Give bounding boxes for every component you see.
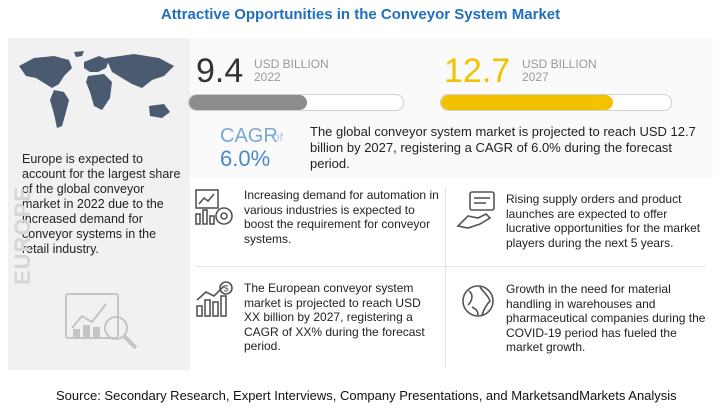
bar-2027-fill <box>441 95 613 110</box>
analytics-magnifier-icon <box>65 293 138 350</box>
unit-2027: USD BILLION 2027 <box>522 58 597 84</box>
supply-orders-icon <box>456 191 495 229</box>
bar-2027-track <box>440 94 672 111</box>
year-2022-label: 2022 <box>254 70 281 84</box>
market-description: The global conveyor system market is pro… <box>310 124 696 171</box>
chart-title: Attractive Opportunities in the Conveyor… <box>160 6 561 23</box>
europe-description: Europe is expected to account for the la… <box>22 152 181 256</box>
europe-vertical-label: EUROPE <box>10 186 35 285</box>
globe-icon <box>462 285 494 317</box>
year-2027-label: 2027 <box>522 70 549 84</box>
svg-text:$: $ <box>224 284 229 294</box>
cagr-value: 6.0% <box>220 146 271 171</box>
cagr-label: CAGR <box>220 125 278 147</box>
bar-2022-track <box>188 94 404 111</box>
vertical-divider <box>445 188 446 368</box>
source-note: Source: Secondary Research, Expert Inter… <box>56 388 677 403</box>
bar-2022-fill <box>189 95 308 110</box>
dollar-growth-chart-icon: $ <box>196 281 233 317</box>
automation-chart-icon <box>195 189 233 225</box>
unit-2022: USD BILLION 2022 <box>254 58 329 84</box>
unit-2027-label: USD BILLION <box>522 57 597 71</box>
point-automation: Increasing demand for automation in vari… <box>244 188 439 246</box>
value-2027: 12.7 <box>444 52 511 90</box>
horizontal-divider <box>196 266 706 267</box>
point-supply-orders: Rising supply orders and product launche… <box>506 192 701 250</box>
world-map-icon <box>19 51 174 128</box>
unit-2022-label: USD BILLION <box>254 57 329 71</box>
point-material-handling: Growth in the need for material handling… <box>506 282 706 354</box>
point-european-market: The European conveyor system market is p… <box>244 281 425 353</box>
value-2022: 9.4 <box>196 52 244 90</box>
cagr-of: of <box>273 130 284 144</box>
